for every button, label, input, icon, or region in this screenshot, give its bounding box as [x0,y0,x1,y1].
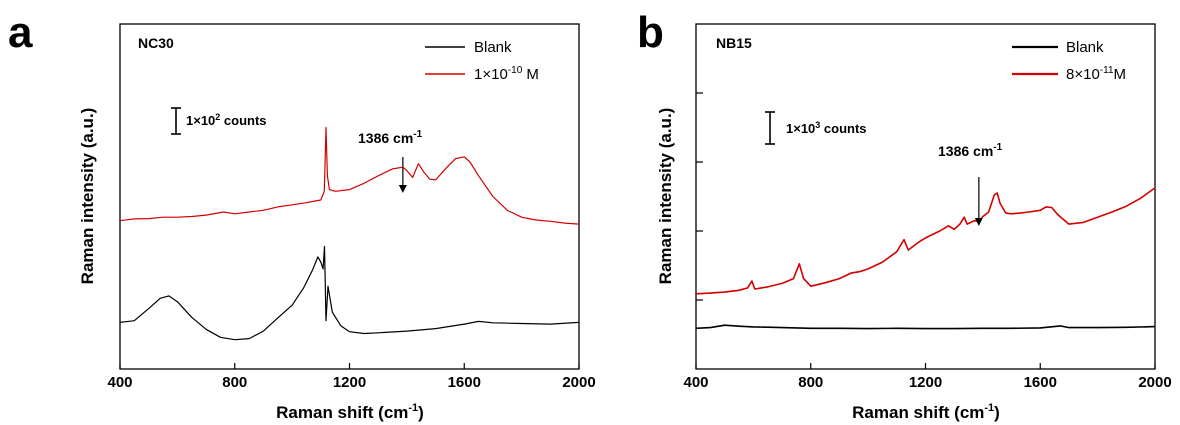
peak-label-b: 1386 cm-1 [938,142,1003,159]
peak-arrowhead-a [398,185,407,193]
sample-label-a: NC30 [138,35,174,51]
series-line-b-blank [695,324,1156,330]
series-line-a-blank [119,245,580,341]
panel-b: b NB15 400 800 1200 1600 2000 Blank 8×10-11M… [637,8,1172,422]
x-ticks-b: 400 800 1200 1600 2000 [683,363,1172,391]
x-axis-label-b: Raman shift (cm-1) [852,402,1000,422]
panel-a: a NC30 400 800 1200 1600 2000 Blank 1×10-10 … [8,8,596,422]
scale-bar-label-b: 1×103 counts [786,120,867,136]
legend-label-sample-a: 1×10-10 M [474,65,539,83]
x-tick-label-a-0: 400 [107,374,132,391]
sample-label-b: NB15 [716,35,752,51]
x-tick-label-b-0: 400 [683,374,708,391]
scale-bar-label-a: 1×102 counts [186,112,267,128]
x-axis-label-a: Raman shift (cm-1) [276,402,424,422]
scale-bar-b: 1×103 counts [765,111,867,145]
panel-label-b: b [637,8,664,57]
y-axis-label-b: Raman intensity (a.u.) [656,108,675,285]
x-tick-label-a-4: 2000 [562,374,595,391]
peak-annotation-b: 1386 cm-1 [938,142,1003,226]
x-tick-label-b-1: 800 [798,374,823,391]
legend-label-blank-a: Blank [474,39,512,56]
x-tick-label-b-3: 1600 [1024,374,1057,391]
legend-b: Blank 8×10-11M [1012,39,1126,83]
peak-annotation-a: 1386 cm-1 [358,129,423,193]
legend-label-blank-b: Blank [1066,39,1104,56]
x-ticks-a: 400 800 1200 1600 2000 [107,363,596,391]
peak-arrowhead-b [974,218,983,226]
series-line-a-sample [119,126,580,225]
x-tick-label-a-1: 800 [222,374,247,391]
y-axis-label-a: Raman intensity (a.u.) [78,108,97,285]
legend-label-sample-b: 8×10-11M [1066,65,1126,83]
y-ticks-b [696,92,703,301]
panel-label-a: a [8,8,33,57]
x-tick-label-a-2: 1200 [333,374,366,391]
series-group-b [695,187,1156,330]
peak-label-a: 1386 cm-1 [358,129,423,146]
series-group-a [119,126,580,341]
x-tick-label-b-4: 2000 [1138,374,1171,391]
series-line-b-sample [695,187,1156,295]
legend-a: Blank 1×10-10 M [425,39,539,83]
x-tick-label-b-2: 1200 [909,374,942,391]
scale-bar-a: 1×102 counts [171,107,267,135]
x-tick-label-a-3: 1600 [448,374,481,391]
